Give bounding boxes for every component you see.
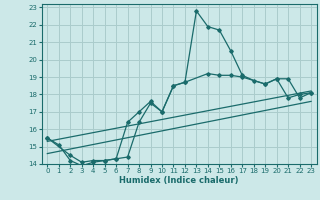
X-axis label: Humidex (Indice chaleur): Humidex (Indice chaleur) <box>119 176 239 185</box>
